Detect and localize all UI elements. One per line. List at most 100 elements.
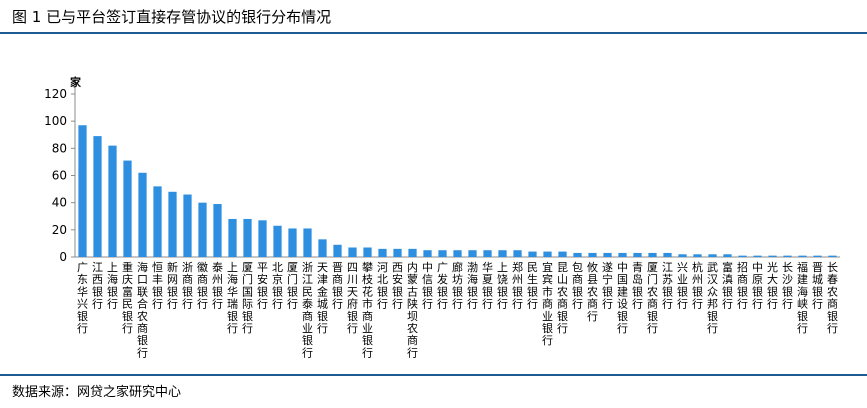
x-category-label: 长沙银行 bbox=[782, 261, 793, 311]
bar bbox=[828, 255, 837, 257]
bar bbox=[123, 160, 132, 257]
bar bbox=[663, 252, 672, 257]
x-category-label: 晋商银行 bbox=[332, 261, 343, 311]
bar bbox=[513, 250, 522, 257]
x-category-label: 廊坊银行 bbox=[452, 260, 463, 311]
x-category-label: 渤海银行 bbox=[467, 261, 478, 311]
bar bbox=[408, 248, 417, 257]
figure-title: 图 1 已与平台签订直接存管协议的银行分布情况 bbox=[12, 8, 332, 26]
x-category-label: 富滇银行 bbox=[722, 260, 733, 311]
x-category-label: 泰州银行 bbox=[212, 260, 223, 311]
x-category-label: 中信银行 bbox=[422, 261, 433, 311]
y-axis-unit-label: 家 bbox=[70, 75, 82, 89]
y-tick-label: 80 bbox=[52, 141, 67, 155]
x-category-label: 厦门国际银行 bbox=[242, 261, 253, 335]
bar bbox=[363, 247, 372, 257]
x-category-label: 上饶银行 bbox=[497, 261, 508, 311]
top-rule bbox=[0, 32, 867, 34]
x-category-label: 武汉众邦银行 bbox=[707, 261, 718, 335]
bar bbox=[768, 255, 777, 257]
bar bbox=[93, 136, 102, 257]
x-category-label: 厦门银行 bbox=[287, 261, 298, 311]
x-category-label: 兴业银行 bbox=[677, 261, 688, 311]
x-category-label: 浙江民泰商业银行 bbox=[302, 261, 313, 359]
x-category-label: 上海华瑞银行 bbox=[227, 261, 238, 335]
bottom-rule bbox=[0, 374, 867, 376]
bars bbox=[78, 125, 837, 258]
bar bbox=[348, 247, 357, 257]
x-category-label: 恒丰银行 bbox=[152, 261, 163, 311]
bar bbox=[393, 248, 402, 257]
bar bbox=[618, 252, 627, 257]
bar bbox=[423, 250, 432, 257]
bar bbox=[753, 255, 762, 257]
x-category-label: 上海银行 bbox=[107, 261, 118, 311]
bar bbox=[288, 228, 297, 257]
x-category-label: 新网银行 bbox=[167, 260, 178, 311]
x-category-label: 中原银行 bbox=[752, 261, 763, 311]
y-tick-label: 120 bbox=[44, 87, 67, 101]
x-category-label: 厦门农商银行 bbox=[647, 261, 658, 335]
bar bbox=[453, 250, 462, 257]
bar bbox=[168, 191, 177, 257]
x-category-label: 平安银行 bbox=[257, 261, 268, 311]
y-tick-label: 0 bbox=[59, 250, 67, 264]
bar bbox=[78, 125, 87, 258]
bar bbox=[153, 186, 162, 257]
bar bbox=[708, 254, 717, 257]
bar bbox=[648, 252, 657, 257]
bar bbox=[438, 250, 447, 257]
y-axis: 0 20 40 60 80 100 120 bbox=[44, 87, 840, 264]
bar bbox=[573, 252, 582, 257]
x-category-label: 攸县农商行 bbox=[587, 260, 598, 323]
bar bbox=[783, 255, 792, 257]
bar bbox=[498, 250, 507, 257]
data-source-note: 数据来源：网贷之家研究中心 bbox=[12, 385, 182, 400]
bar bbox=[138, 172, 147, 257]
x-category-label: 广东华兴银行 bbox=[77, 261, 88, 335]
x-category-label: 广发银行 bbox=[437, 261, 448, 311]
x-category-label: 浙商银行 bbox=[182, 261, 193, 311]
y-tick-label: 40 bbox=[52, 196, 67, 210]
bar bbox=[738, 255, 747, 257]
x-axis-labels: 广东华兴银行江西银行上海银行重庆富民银行海口联合农商银行恒丰银行新网银行浙商银行… bbox=[77, 260, 838, 359]
x-category-label: 郑州银行 bbox=[512, 260, 523, 311]
x-category-label: 宜宾市商业银行 bbox=[542, 260, 553, 347]
bar bbox=[378, 248, 387, 257]
bar bbox=[588, 252, 597, 257]
bar bbox=[198, 202, 207, 257]
bar bbox=[273, 225, 282, 257]
bar bbox=[528, 251, 537, 257]
x-category-label: 光大银行 bbox=[767, 260, 778, 311]
bar bbox=[318, 239, 327, 257]
x-category-label: 江苏银行 bbox=[662, 261, 673, 311]
x-category-label: 四川天府银行 bbox=[347, 261, 358, 335]
x-category-label: 中国建设银行 bbox=[617, 261, 628, 335]
x-category-label: 内蒙古陕坝农商行 bbox=[407, 260, 418, 359]
x-category-label: 河北银行 bbox=[377, 261, 388, 311]
bar bbox=[558, 251, 567, 257]
x-category-label: 青岛银行 bbox=[632, 261, 643, 311]
bar bbox=[183, 194, 192, 257]
x-category-label: 西安银行 bbox=[392, 261, 403, 311]
x-category-label: 徽商银行 bbox=[197, 260, 208, 311]
y-tick-label: 20 bbox=[52, 223, 67, 237]
bar bbox=[228, 218, 237, 257]
x-category-label: 长春农商银行 bbox=[827, 261, 838, 335]
y-tick-label: 100 bbox=[44, 114, 67, 128]
bar bbox=[243, 218, 252, 257]
x-category-label: 华夏银行 bbox=[482, 260, 493, 311]
bar bbox=[543, 251, 552, 257]
bar bbox=[258, 220, 267, 257]
x-category-label: 天津金城银行 bbox=[317, 261, 328, 335]
x-category-label: 海口联合农商银行 bbox=[137, 260, 148, 359]
bar bbox=[723, 254, 732, 257]
x-category-label: 昆山农商银行 bbox=[557, 261, 568, 335]
x-category-label: 遂宁银行 bbox=[602, 260, 613, 311]
bar-chart: 家 0 20 40 60 80 100 120 广东华兴银行江西银行上海银行重庆富民银行海口… bbox=[44, 75, 840, 359]
bar bbox=[693, 254, 702, 257]
bar bbox=[798, 255, 807, 257]
x-category-label: 杭州银行 bbox=[692, 260, 703, 311]
bar bbox=[678, 254, 687, 257]
x-category-label: 招商银行 bbox=[737, 260, 748, 311]
